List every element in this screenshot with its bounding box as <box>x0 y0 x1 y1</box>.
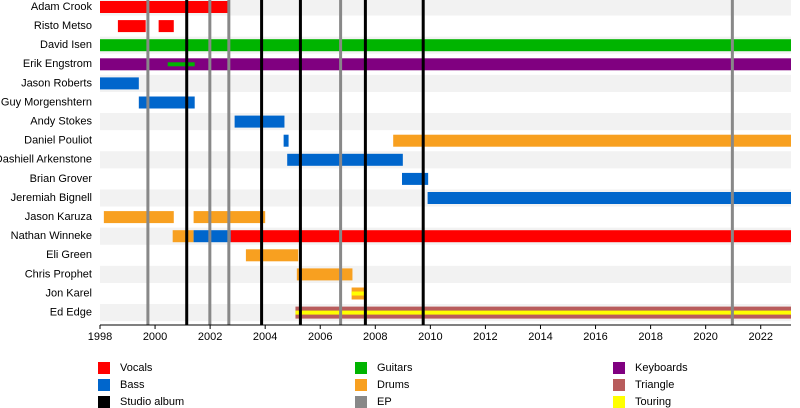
row-stripe <box>100 265 791 283</box>
member-name: Adam Crook <box>31 1 93 13</box>
bar <box>402 172 429 185</box>
row-stripe <box>100 0 791 16</box>
bar <box>103 211 174 224</box>
member-name: Risto Metso <box>34 20 92 32</box>
legend-label: Studio album <box>120 396 184 408</box>
member-name: Daniel Pouliot <box>24 135 92 147</box>
x-tick-label: 2020 <box>693 331 717 343</box>
legend-label: EP <box>377 396 392 408</box>
legend-label: Touring <box>635 396 671 408</box>
member-name: Jason Roberts <box>21 77 92 89</box>
x-tick-label: 2022 <box>748 331 772 343</box>
x-tick-label: 2018 <box>638 331 662 343</box>
x-tick-label: 1998 <box>88 331 112 343</box>
member-name: Andy Stokes <box>30 116 92 128</box>
legend-label: Drums <box>377 379 410 391</box>
member-name: Ed Edge <box>50 307 92 319</box>
x-tick-label: 2000 <box>143 331 167 343</box>
bar <box>245 249 299 262</box>
member-name: David Isen <box>40 39 92 51</box>
legend-swatch <box>355 396 367 408</box>
bar-stripe <box>167 62 195 67</box>
bar <box>393 134 791 147</box>
legend-label: Vocals <box>120 362 153 374</box>
member-name: Jon Karel <box>46 287 92 299</box>
legend-label: Triangle <box>635 379 674 391</box>
bar <box>230 230 791 243</box>
member-name: Guy Morgenshtern <box>1 96 92 108</box>
bar <box>427 192 791 204</box>
x-tick-label: 2010 <box>418 331 442 343</box>
member-name: Erik Engstrom <box>23 58 92 70</box>
legend-swatch <box>355 362 367 374</box>
x-tick-label: 2014 <box>528 331 552 343</box>
bar <box>283 134 289 147</box>
member-name: Jeremiah Bignell <box>11 192 92 204</box>
x-tick-label: 2002 <box>198 331 222 343</box>
x-tick-label: 2004 <box>253 331 277 343</box>
legend-swatch <box>613 379 625 391</box>
bar <box>138 96 195 109</box>
bar <box>100 58 791 71</box>
legend-swatch <box>98 396 110 408</box>
member-name: Jason Karuza <box>25 211 93 223</box>
x-tick-label: 2012 <box>473 331 497 343</box>
legend-label: Keyboards <box>635 362 688 374</box>
member-name: Eli Green <box>46 249 92 261</box>
bar <box>287 153 403 166</box>
legend-swatch <box>98 379 110 391</box>
member-name: Nathan Winneke <box>11 230 92 242</box>
row-stripe <box>100 151 791 169</box>
legend-label: Guitars <box>377 362 413 374</box>
member-name: Chris Prophet <box>25 268 92 280</box>
row-stripe <box>100 113 791 131</box>
bar <box>100 39 791 52</box>
bar-stripe <box>351 291 367 296</box>
legend-swatch <box>613 362 625 374</box>
bar <box>193 230 231 243</box>
x-tick-label: 2008 <box>363 331 387 343</box>
bar <box>158 20 174 33</box>
bar <box>172 230 194 243</box>
legend-swatch <box>98 362 110 374</box>
x-tick-label: 2016 <box>583 331 607 343</box>
member-name: Dashiell Arkenstone <box>0 154 92 166</box>
bar <box>100 77 139 90</box>
member-name: Brian Grover <box>30 173 93 185</box>
bar <box>234 115 285 128</box>
bar <box>117 20 146 33</box>
legend-label: Bass <box>120 379 145 391</box>
bar-stripe <box>295 310 791 315</box>
x-tick-label: 2006 <box>308 331 332 343</box>
legend-swatch <box>355 379 367 391</box>
bar <box>100 1 228 13</box>
bar <box>296 268 353 281</box>
legend-swatch <box>613 396 625 408</box>
row-stripe <box>100 74 791 92</box>
